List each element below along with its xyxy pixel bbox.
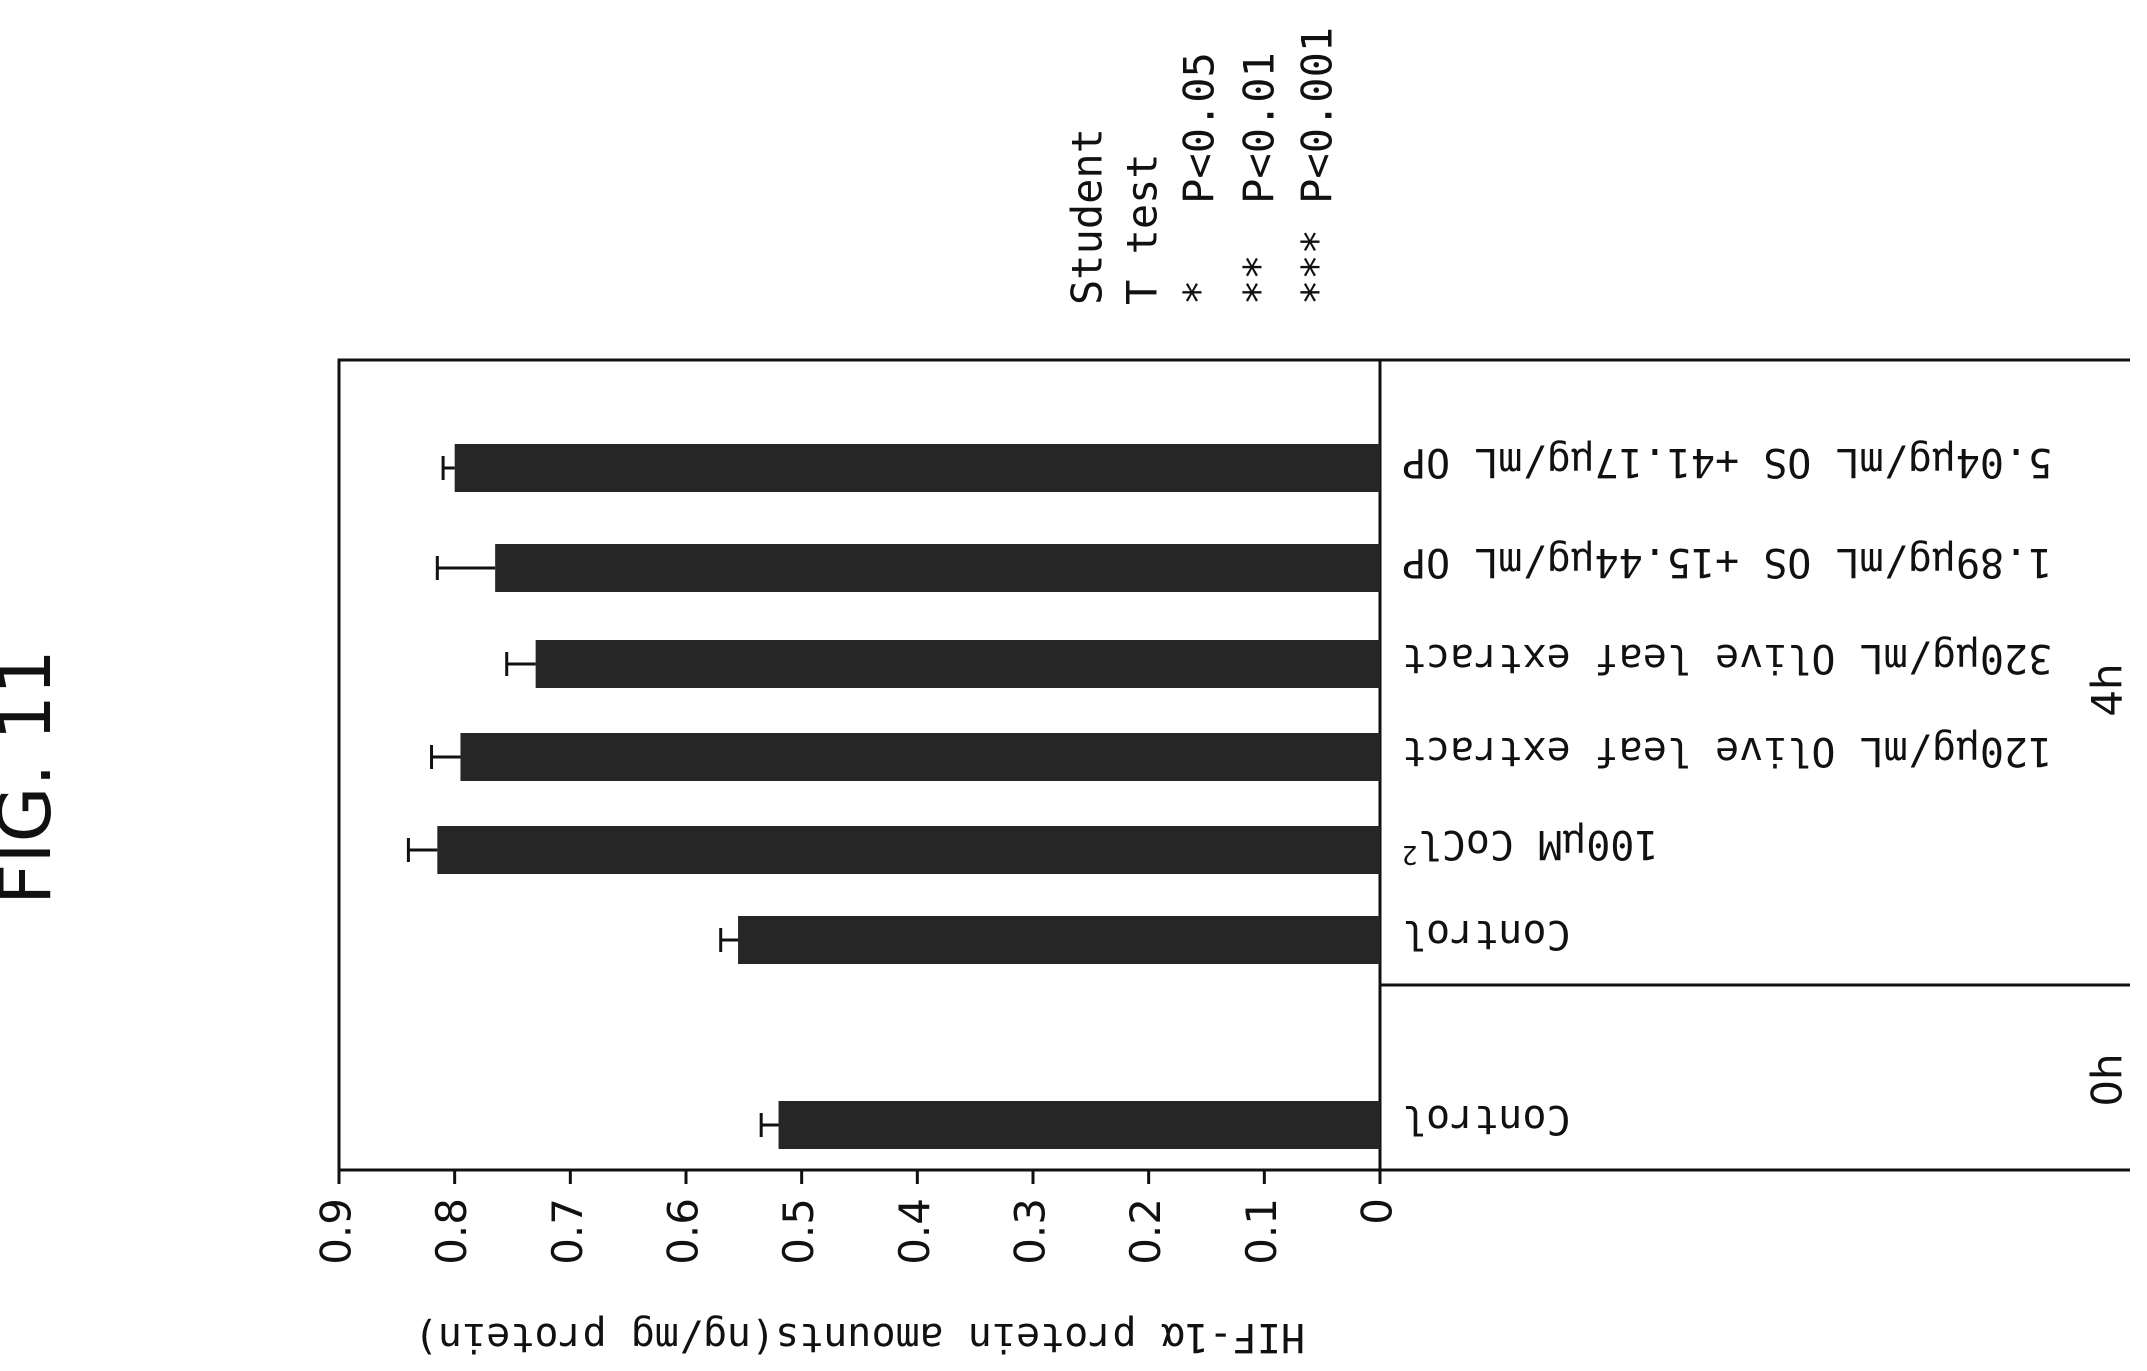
category-label: 320μg/mL Olive leaf extract	[1402, 635, 2052, 681]
legend-line: T test	[1118, 153, 1167, 305]
value-axis-title: HIF-1α protein amounts(ng/mg protein)	[414, 1314, 1305, 1360]
value-axis-tick-label: 0.1	[1237, 1198, 1286, 1265]
bar	[437, 826, 1381, 874]
category-label: 100μM CoCl2	[1402, 821, 1658, 870]
category-label: 120μg/mL Olive leaf extract	[1402, 728, 2052, 774]
value-axis-tick-label: 0.6	[659, 1198, 708, 1265]
value-axis-tick-label: 0.2	[1121, 1198, 1170, 1265]
legend: Student T test * P<0.05 ** P<0.01 *** P<0.00…	[1063, 27, 1342, 305]
bar	[460, 733, 1380, 781]
value-axis-tick-label: 0	[1353, 1198, 1402, 1225]
value-axis-tick-label: 0.5	[774, 1198, 823, 1265]
category-label: Control	[1402, 1096, 1571, 1142]
legend-line: ** P<0.01	[1235, 52, 1284, 305]
bars	[406, 444, 1381, 1149]
group-label: 4h	[2083, 663, 2132, 716]
value-axis-tick-label: 0.7	[543, 1198, 592, 1265]
value-axis-tick-label: 0.3	[1006, 1198, 1055, 1265]
value-axis-tick-label: 0.4	[890, 1198, 939, 1265]
category-label: Control	[1402, 911, 1571, 957]
bar	[454, 444, 1381, 492]
bar	[495, 544, 1380, 592]
legend-line: * P<0.05	[1175, 52, 1224, 305]
bar	[738, 916, 1380, 964]
category-label: 5.04μg/mL OS +41.17μg/mL OP	[1402, 439, 2052, 485]
category-labels: Control Control 100μM CoCl2 120μg/mL Olive …	[1402, 439, 2132, 1142]
legend-line: Student	[1063, 128, 1112, 305]
legend-line: *** P<0.001	[1293, 27, 1342, 305]
category-label-text: 100μM CoCl	[1418, 821, 1659, 867]
bar	[535, 640, 1380, 688]
category-label: 1.89μg/mL OS +15.44μg/mL OP	[1402, 539, 2052, 585]
value-axis: 0 0.1 0.2 0.3 0.4 0.5 0.6 0.7 0.8 0.9 HIF-1α prote…	[312, 1170, 1402, 1360]
category-label-subscript: 2	[1402, 840, 1418, 870]
value-axis-tick-label: 0.8	[427, 1198, 476, 1265]
value-axis-tick-label: 0.9	[312, 1198, 361, 1265]
group-label: 0h	[2083, 1053, 2132, 1106]
bar	[778, 1101, 1380, 1149]
